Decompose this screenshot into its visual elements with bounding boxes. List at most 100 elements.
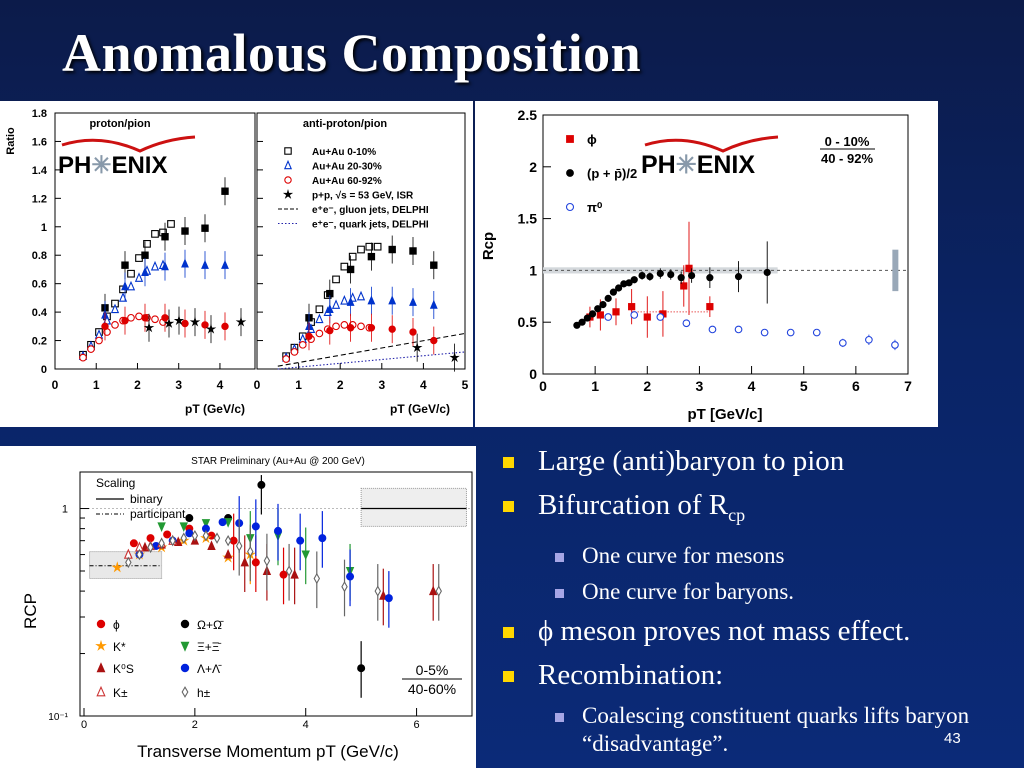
data-point (221, 187, 229, 195)
data-point (786, 328, 795, 337)
data-point (135, 312, 143, 321)
centrality-label: 40 - 92% (821, 151, 873, 166)
legend-label: p+p, √s = 53 GeV, ISR (312, 191, 414, 202)
x-tick-label: 3 (175, 378, 182, 392)
data-point (173, 315, 185, 326)
data-point (430, 261, 438, 269)
plot-frame (54, 112, 256, 370)
data-point (340, 321, 349, 329)
x-tick-label: 5 (800, 378, 808, 394)
data-point (240, 556, 249, 567)
data-point (263, 555, 271, 567)
data-point (594, 305, 602, 313)
scaling-item: binary (130, 492, 163, 506)
y-tick-label: 0.4 (32, 307, 48, 319)
data-point (273, 526, 282, 535)
data-point (121, 261, 129, 269)
bullet-item: Large (anti)baryon to pion (503, 444, 998, 478)
data-point (282, 355, 290, 363)
legend-marker (566, 169, 574, 177)
data-point (373, 242, 382, 251)
data-point (169, 534, 176, 547)
data-point (290, 569, 299, 579)
data-point (365, 242, 374, 251)
data-point (838, 339, 847, 347)
data-point (141, 251, 149, 259)
data-point (201, 321, 209, 329)
data-point (251, 558, 260, 567)
data-point (384, 594, 393, 603)
data-point (121, 316, 129, 325)
data-point (346, 265, 355, 274)
phenix-logo-text: PH✳ENIX (641, 151, 755, 179)
data-point (656, 313, 665, 321)
y-tick-label: 0.2 (32, 336, 47, 348)
data-point (763, 268, 771, 277)
data-point (315, 305, 324, 314)
data-point (290, 348, 299, 356)
x-axis-label: Transverse Momentum pT (GeV/c) (137, 742, 399, 761)
y-tick-label: 1.2 (32, 193, 47, 205)
data-point (430, 336, 438, 345)
data-point (688, 271, 696, 280)
data-point (388, 295, 397, 305)
data-point (141, 266, 149, 276)
data-point (596, 311, 604, 319)
y-tick-label: 1.8 (32, 108, 47, 120)
data-point (656, 269, 664, 278)
data-point (141, 314, 149, 322)
legend-marker (180, 663, 190, 673)
legend-label: Au+Au 60-92% (312, 176, 382, 187)
x-tick-label: 0 (81, 719, 87, 731)
data-point (213, 532, 221, 544)
legend-label: e⁺e⁻, quark jets, DELPHI (312, 220, 429, 231)
phenix-rcp-figure: 0 0.5 1 1.5 2 2.5 0 1 2 3 4 5 6 7 Rcp pT [GeV/c] PH✳ENIX… (475, 101, 938, 427)
y-tick-label: 1 (62, 504, 68, 516)
bullet-item: Bifurcation of Rcp (503, 488, 998, 532)
data-point (680, 282, 688, 290)
x-tick-label: 0 (52, 378, 59, 392)
data-point (101, 322, 109, 331)
data-point (202, 529, 210, 542)
data-point (143, 322, 155, 333)
data-point (296, 536, 305, 545)
data-point (134, 272, 144, 282)
logo-part: PH (58, 152, 91, 179)
data-point (409, 296, 417, 306)
curve-line (277, 351, 466, 370)
data-point (588, 310, 597, 318)
data-point (235, 540, 243, 552)
x-tick-label: 6 (414, 719, 420, 731)
data-point (325, 303, 334, 313)
data-point (125, 556, 132, 569)
legend-marker (180, 619, 190, 629)
data-point (891, 341, 899, 349)
data-point (706, 274, 714, 282)
data-point (667, 270, 675, 279)
systematic-band (360, 487, 467, 527)
plot-frame (79, 471, 473, 717)
data-point (161, 314, 169, 322)
x-tick-label: 6 (852, 378, 860, 394)
y-tick-label: 0.5 (518, 314, 538, 330)
scaling-title: Scaling (96, 476, 135, 490)
x-tick-label: 4 (217, 378, 224, 392)
y-tick-label: 0 (41, 364, 47, 376)
x-tick-label: 3 (696, 378, 704, 394)
data-point (157, 522, 166, 533)
x-tick-label: 2 (192, 719, 198, 731)
legend-label: Ω+Ω̄ (197, 618, 224, 632)
data-point (734, 273, 743, 281)
y-tick-label: 1 (41, 222, 47, 234)
data-point (181, 258, 189, 268)
data-point (643, 313, 651, 321)
x-tick-label: 1 (93, 378, 100, 392)
x-tick-label: 3 (378, 378, 385, 392)
data-point (706, 303, 714, 311)
data-point (429, 299, 438, 309)
legend-label: (p + p̄)/2 (587, 166, 637, 181)
logo-part: ENIX (111, 152, 167, 179)
data-point (331, 299, 341, 309)
y-axis-label: Rcp (480, 232, 497, 260)
data-point (79, 353, 87, 362)
